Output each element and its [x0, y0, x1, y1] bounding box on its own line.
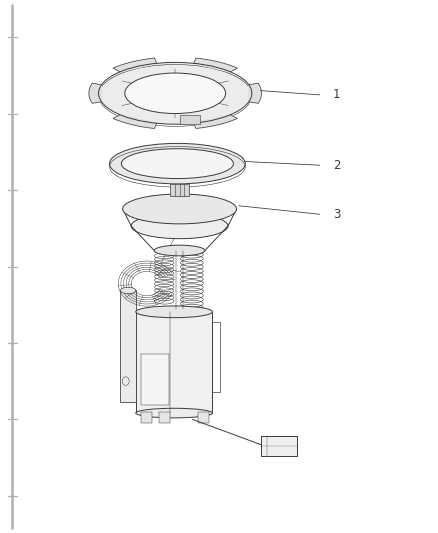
Polygon shape	[113, 115, 157, 128]
Text: 1: 1	[333, 88, 340, 101]
Polygon shape	[110, 143, 245, 184]
Polygon shape	[89, 83, 102, 103]
Bar	[141, 354, 169, 405]
Bar	[261, 436, 297, 456]
Bar	[159, 412, 170, 423]
Ellipse shape	[120, 287, 136, 294]
Ellipse shape	[136, 408, 212, 418]
Text: 2: 2	[333, 159, 340, 172]
Ellipse shape	[125, 73, 226, 114]
Ellipse shape	[131, 213, 228, 239]
Bar	[120, 290, 136, 402]
Ellipse shape	[136, 306, 212, 318]
Bar	[198, 412, 209, 423]
Polygon shape	[194, 58, 237, 72]
Polygon shape	[99, 62, 252, 124]
Bar	[136, 312, 212, 413]
Polygon shape	[249, 83, 261, 103]
Ellipse shape	[123, 194, 237, 224]
Ellipse shape	[154, 245, 205, 256]
Ellipse shape	[121, 149, 233, 179]
Bar	[141, 412, 152, 423]
Text: 3: 3	[333, 208, 340, 221]
Bar	[170, 184, 189, 196]
Polygon shape	[194, 115, 237, 128]
Bar	[180, 115, 200, 124]
Polygon shape	[113, 58, 157, 72]
